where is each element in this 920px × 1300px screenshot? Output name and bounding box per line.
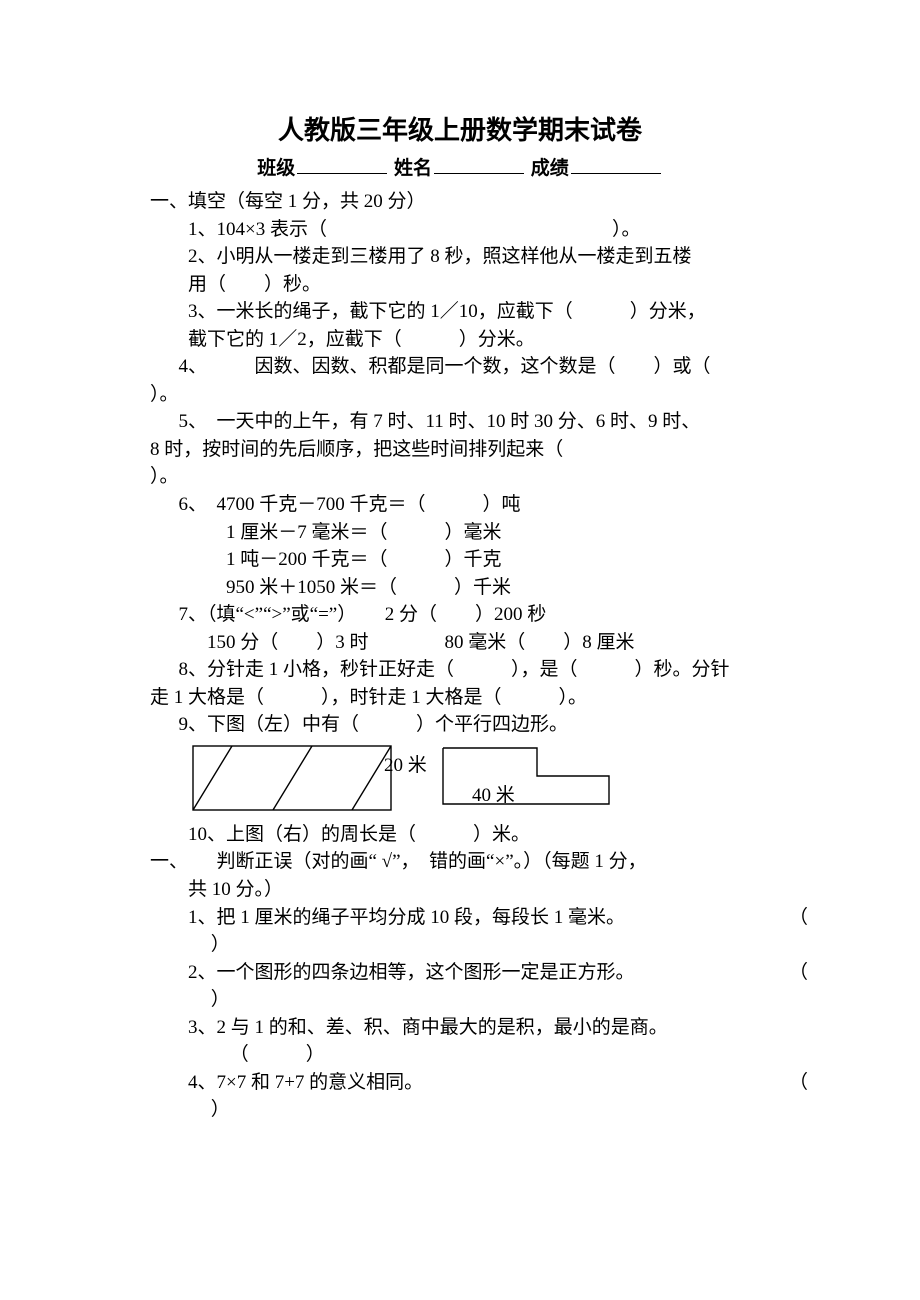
j2-text: 2、一个图形的四条边相等，这个图形一定是正方形。	[150, 959, 751, 987]
q7-line1: 7、（填“<”“>”或“=”） 2 分（ ）200 秒	[150, 601, 770, 629]
name-blank	[434, 154, 524, 174]
score-blank	[571, 154, 661, 174]
figure-left-parallelograms	[192, 745, 392, 811]
j3-paren: （ ）	[150, 1041, 770, 1069]
figure-right-lshape: 20 米 40 米	[442, 747, 610, 805]
score-label: 成绩	[531, 158, 569, 179]
figure-label-40m: 40 米	[472, 782, 515, 810]
q6-line1: 6、 4700 千克－700 千克＝（ ）吨	[150, 491, 770, 519]
q5-line3: ）。	[150, 463, 770, 491]
class-label: 班级	[257, 158, 295, 179]
q2-line2: 用（ ）秒。	[150, 271, 770, 299]
q8-line1: 8、分针走 1 小格，秒针正好走（ ），是（ ）秒。分针	[150, 656, 770, 684]
q6-line2: 1 厘米－7 毫米＝（ ）毫米	[150, 519, 770, 547]
page-title: 人教版三年级上册数学期末试卷	[150, 110, 770, 147]
q5-line2: 8 时，按时间的先后顺序，把这些时间排列起来（	[150, 436, 770, 464]
q2-line1: 2、小明从一楼走到三楼用了 8 秒，照这样他从一楼走到五楼	[150, 243, 770, 271]
q7-line2: 150 分（ ）3 时 80 毫米（ ）8 厘米	[150, 629, 770, 657]
q6-line4: 950 米＋1050 米＝（ ）千米	[150, 574, 770, 602]
j1-open-paren: （	[751, 904, 770, 932]
subhead: 班级 姓名 成绩	[150, 153, 770, 180]
j1-row: 1、把 1 厘米的绳子平均分成 10 段，每段长 1 毫米。 （	[150, 904, 770, 932]
figure-label-20m: 20 米	[384, 752, 427, 780]
q10: 10、上图（右）的周长是（ ）米。	[150, 821, 770, 849]
class-blank	[297, 154, 387, 174]
section2-head-b: 共 10 分。）	[150, 876, 770, 904]
exam-page: 人教版三年级上册数学期末试卷 班级 姓名 成绩 一、填空（每空 1 分，共 20…	[0, 0, 920, 1300]
j1-text: 1、把 1 厘米的绳子平均分成 10 段，每段长 1 毫米。	[150, 904, 751, 932]
j4-text: 4、7×7 和 7+7 的意义相同。	[150, 1069, 751, 1097]
figure-row: 20 米 40 米	[192, 745, 770, 811]
j4-open-paren: （	[751, 1069, 770, 1097]
q3-line1: 3、一米长的绳子，截下它的 1／10，应截下（ ）分米，	[150, 298, 770, 326]
j4-row: 4、7×7 和 7+7 的意义相同。 （	[150, 1069, 770, 1097]
q1: 1、104×3 表示（ ）。	[150, 216, 770, 244]
q3-line2: 截下它的 1／2，应截下（ ）分米。	[150, 326, 770, 354]
j3-text: 3、2 与 1 的和、差、积、商中最大的是积，最小的是商。	[150, 1014, 770, 1042]
q4-line2: ）。	[150, 381, 770, 409]
section2-head-a: 一、 判断正误（对的画“ √”， 错的画“×”。）（每题 1 分，	[150, 848, 770, 876]
j2-row: 2、一个图形的四条边相等，这个图形一定是正方形。 （	[150, 959, 770, 987]
name-label: 姓名	[394, 158, 432, 179]
q9: 9、下图（左）中有（ ）个平行四边形。	[150, 711, 770, 739]
q4-line1: 4、 因数、因数、积都是同一个数，这个数是（ ）或（	[150, 353, 770, 381]
q8-line2: 走 1 大格是（ ），时针走 1 大格是（ ）。	[150, 684, 770, 712]
section1-head: 一、填空（每空 1 分，共 20 分）	[150, 188, 770, 216]
q6-line3: 1 吨－200 千克＝（ ）千克	[150, 546, 770, 574]
j4-close-paren: ）	[150, 1096, 770, 1124]
q5-line1: 5、 一天中的上午，有 7 时、11 时、10 时 30 分、6 时、9 时、	[150, 408, 770, 436]
j1-close-paren: ）	[150, 931, 770, 959]
j2-open-paren: （	[751, 959, 770, 987]
j2-close-paren: ）	[150, 986, 770, 1014]
content: 一、填空（每空 1 分，共 20 分） 1、104×3 表示（ ）。 2、小明从…	[150, 188, 770, 1124]
